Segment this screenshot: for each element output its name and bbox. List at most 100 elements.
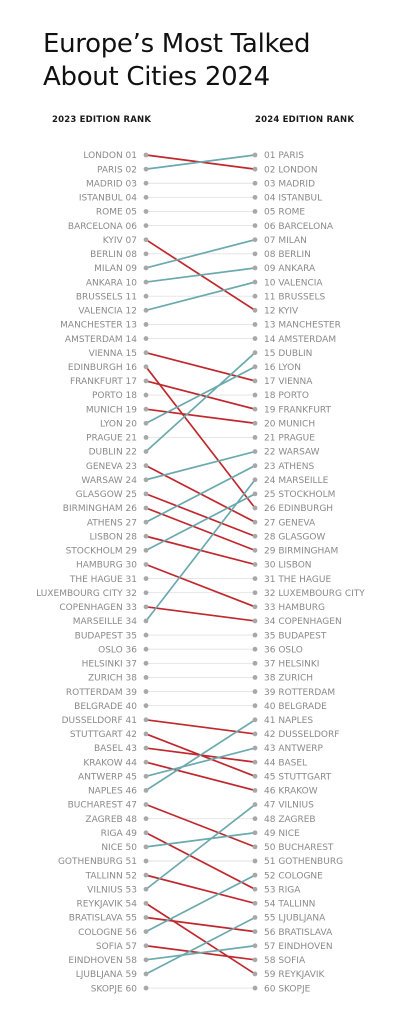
label-2023-bratislava: BRATISLAVA 55: [69, 914, 137, 924]
label-2023-riga: RIGA 49: [101, 829, 138, 839]
label-2024-zurich: 38 ZURICH: [264, 674, 313, 684]
connector-krakow: [145, 761, 256, 792]
dot-2024-ljubljana: [252, 915, 258, 920]
label-2024-antwerp: 43 ANTWERP: [264, 744, 324, 754]
label-2024-amsterdam: 14 AMSTERDAM: [264, 335, 336, 345]
connector-vilnius: [145, 803, 256, 891]
dot-2024-tallinn: [252, 900, 258, 906]
label-2024-eindhoven: 57 EINDHOVEN: [264, 942, 333, 952]
dot-2024-cologne: [252, 872, 258, 878]
connector-eindhoven: [145, 944, 256, 961]
dot-2023-ljubljana: [143, 971, 149, 977]
dot-2023-munich: [143, 406, 149, 412]
dot-2023-milan: [143, 265, 149, 271]
dot-2024-hamburg: [252, 604, 258, 610]
label-2024-stuttgart: 45 STUTTGART: [264, 772, 332, 782]
label-2023-tallinn: TALLINN 52: [85, 871, 137, 881]
label-2024-riga: 53 RIGA: [264, 885, 301, 895]
connector-naples: [145, 718, 256, 792]
right-column-header: 2024 EDITION RANK: [255, 115, 355, 125]
dot-2024-helsinki: [252, 660, 258, 666]
label-2023-geneva: GENEVA 23: [86, 462, 137, 472]
connector-ankara: [145, 267, 256, 283]
dot-2024-basel: [252, 759, 258, 765]
dot-2023-belgrade: [143, 703, 149, 709]
label-2023-naples: NAPLES 46: [88, 787, 137, 797]
label-2024-belgrade: 40 BELGRADE: [264, 702, 327, 712]
dot-2024-glasgow: [252, 533, 258, 539]
label-2024-milan: 07 MILAN: [264, 236, 307, 246]
dot-2023-naples: [143, 788, 149, 793]
label-2023-lisbon: LISBON 28: [89, 532, 137, 542]
label-2023-bucharest: BUCHAREST 47: [68, 801, 137, 811]
dot-2024-edinburgh: [252, 505, 258, 511]
connector-ljubljana: [145, 916, 256, 975]
dot-2023-frankfurt: [143, 378, 149, 384]
dot-2024-rome: [252, 209, 258, 214]
label-2023-vilnius: VILNIUS 53: [87, 885, 137, 895]
dot-2023-eindhoven: [143, 957, 149, 963]
dot-2024-stockholm: [252, 491, 258, 497]
chart-title-line-2: About Cities 2024: [43, 62, 270, 92]
dot-2024-lyon: [252, 364, 258, 370]
label-2023-paris: PARIS 02: [97, 165, 137, 175]
dot-2023-tallinn: [143, 872, 149, 878]
label-2024-rotterdam: 39 ROTTERDAM: [264, 688, 335, 698]
dot-2023-budapest: [143, 632, 149, 638]
label-2024-warsaw: 22 WARSAW: [264, 448, 320, 458]
dot-2023-dusseldorf: [143, 717, 149, 723]
label-2024-athens: 23 ATHENS: [264, 462, 314, 472]
dot-2024-belgrade: [252, 703, 258, 709]
label-2023-belgrade: BELGRADE 40: [74, 702, 137, 712]
dot-2024-stuttgart: [252, 773, 258, 779]
label-2024-barcelona: 06 BARCELONA: [264, 222, 334, 232]
label-2024-basel: 44 BASEL: [264, 758, 307, 768]
dot-2024-brussels: [252, 293, 258, 299]
dot-2023-madrid: [143, 180, 149, 186]
dot-2023-athens: [143, 519, 149, 525]
dot-2023-helsinki: [143, 660, 149, 666]
dot-2024-birmingham: [252, 547, 258, 553]
dot-2024-vilnius: [252, 802, 258, 807]
label-2023-porto: PORTO 18: [92, 391, 137, 401]
dot-2023-glasgow: [143, 491, 149, 497]
dot-2023-ankara: [143, 279, 149, 285]
label-2024-dublin: 15 DUBLIN: [264, 349, 312, 359]
label-2024-bratislava: 56 BRATISLAVA: [264, 928, 333, 938]
dot-2023-manchester: [143, 322, 149, 327]
connector-reykjavik: [145, 902, 256, 975]
label-2023-luxembourg-city: LUXEMBOURG CITY 32: [36, 589, 137, 599]
label-2023-manchester: MANCHESTER 13: [60, 321, 137, 331]
label-2023-rome: ROME 05: [96, 208, 137, 218]
dot-2024-lisbon: [252, 562, 258, 567]
label-2023-reykjavik: REYKJAVIK 54: [77, 900, 138, 910]
label-2023-valencia: VALENCIA 12: [78, 307, 137, 317]
label-2023-copenhagen: COPENHAGEN 33: [59, 603, 137, 613]
label-2024-lisbon: 30 LISBON: [264, 561, 312, 571]
dot-2024-kyiv: [252, 307, 258, 313]
dot-2023-basel: [143, 745, 149, 751]
dot-2024-oslo: [252, 646, 258, 652]
label-2024-istanbul: 04 ISTANBUL: [264, 194, 322, 204]
label-2024-lyon: 16 LYON: [264, 363, 301, 373]
label-2024-manchester: 13 MANCHESTER: [264, 321, 341, 331]
dot-2023-cologne: [143, 929, 149, 934]
connector-nice: [145, 831, 256, 848]
dot-2024-reykjavik: [252, 971, 258, 977]
label-2023-eindhoven: EINDHOVEN 58: [68, 956, 137, 966]
label-2024-madrid: 03 MADRID: [264, 179, 315, 189]
dot-2023-istanbul: [143, 194, 149, 200]
dot-2023-barcelona: [143, 223, 149, 229]
connector-hamburg: [145, 563, 256, 608]
dot-2024-valencia: [252, 279, 258, 285]
dot-2023-hamburg: [143, 562, 149, 567]
connector-milan: [145, 238, 256, 269]
dot-2024-warsaw: [252, 449, 258, 454]
dot-2024-barcelona: [252, 223, 258, 229]
dot-2023-marseille: [143, 618, 149, 624]
label-2024-birmingham: 29 BIRMINGHAM: [264, 547, 338, 557]
dot-2023-birmingham: [143, 505, 149, 511]
dot-2023-vienna: [143, 350, 149, 356]
dot-2023-london: [143, 152, 149, 158]
dot-2024-luxembourg-city: [252, 590, 258, 596]
